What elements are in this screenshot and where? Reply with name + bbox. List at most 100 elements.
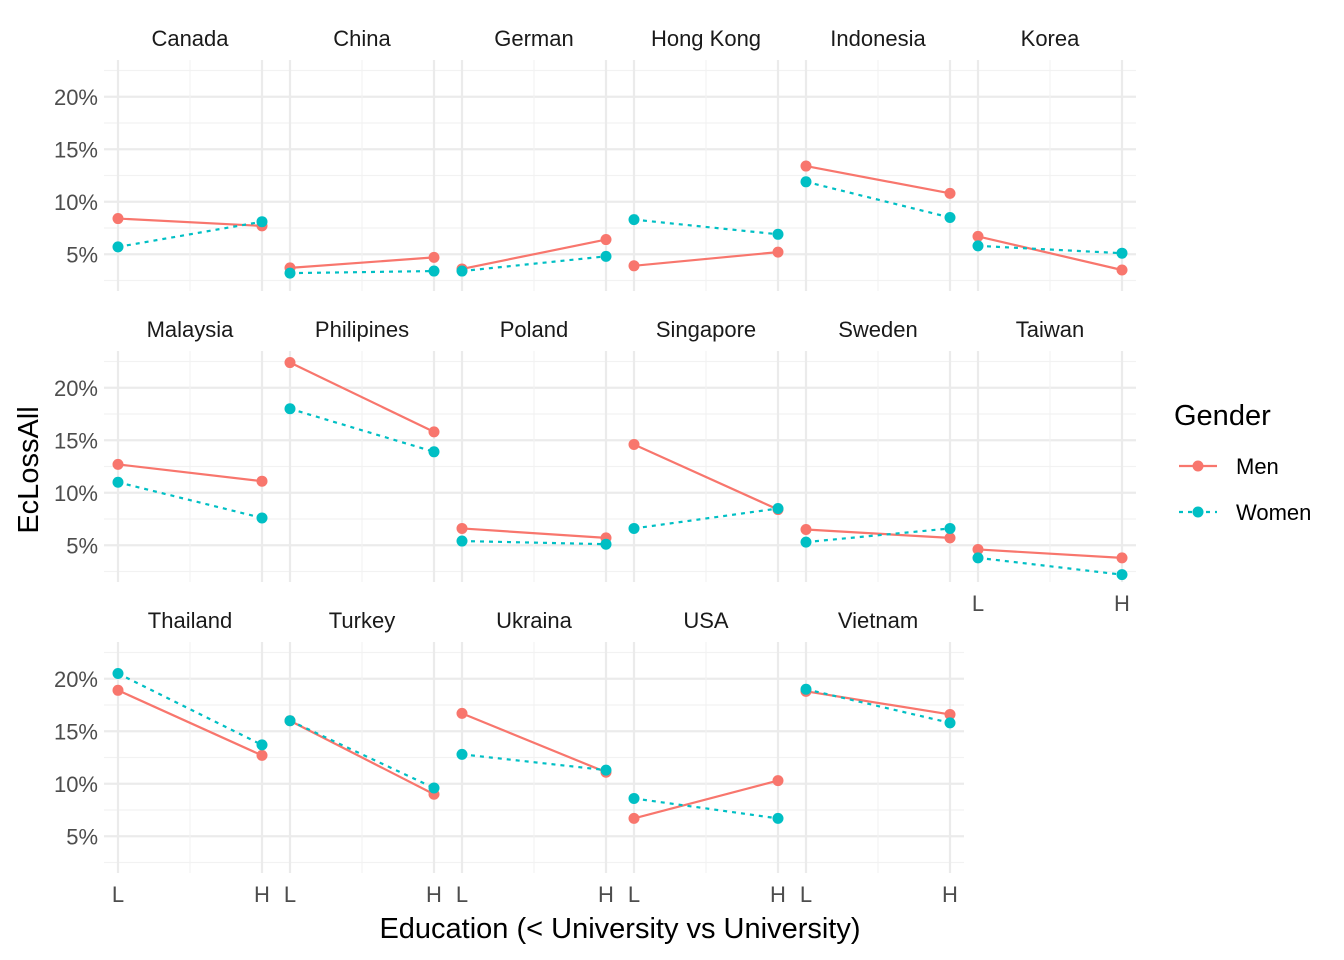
data-point-men: [1116, 552, 1128, 564]
facet-title: Malaysia: [147, 317, 235, 342]
series-line-men: [117, 689, 263, 757]
data-point-women: [772, 228, 784, 240]
legend: Gender Men Women: [1174, 400, 1311, 525]
facet-title: German: [494, 26, 573, 51]
x-tick-label: L: [456, 882, 468, 907]
series-line-men: [117, 463, 263, 483]
data-point-women: [772, 812, 784, 824]
data-point-men: [972, 230, 984, 242]
facet-ukraina: Ukraina: [448, 608, 620, 873]
series-line-women: [461, 753, 607, 772]
series-line-men: [289, 719, 435, 796]
legend-key-point: [1192, 506, 1204, 518]
facet-malaysia: Malaysia: [104, 317, 276, 582]
data-point-men: [428, 426, 440, 438]
data-point-women: [600, 250, 612, 262]
data-point-women: [628, 792, 640, 804]
data-point-men: [628, 812, 640, 824]
facet-german: German: [448, 26, 620, 291]
data-point-women: [428, 265, 440, 277]
y-tick-label: 15%: [54, 137, 98, 162]
data-point-men: [1116, 264, 1128, 276]
data-point-men: [944, 532, 956, 544]
legend-label: Women: [1236, 500, 1311, 525]
data-point-men: [284, 357, 296, 369]
x-tick-label: H: [942, 882, 958, 907]
data-point-men: [112, 684, 124, 696]
data-point-men: [256, 749, 268, 761]
data-point-women: [456, 748, 468, 760]
y-tick-label: 10%: [54, 190, 98, 215]
y-tick-label: 20%: [54, 376, 98, 401]
series-line-men: [289, 256, 435, 269]
facet-sweden: Sweden: [792, 317, 964, 582]
x-tick-label: L: [628, 882, 640, 907]
series-line-men: [117, 217, 263, 227]
data-point-men: [772, 246, 784, 258]
facet-title: Singapore: [656, 317, 756, 342]
x-tick-label: L: [972, 591, 984, 616]
data-point-men: [256, 475, 268, 487]
data-point-men: [456, 522, 468, 534]
series-line-women: [117, 220, 263, 248]
data-point-women: [284, 267, 296, 279]
series-line-women: [461, 539, 607, 546]
facet-title: Thailand: [148, 608, 232, 633]
data-point-men: [112, 213, 124, 225]
facet-singapore: Singapore: [620, 317, 792, 582]
series-line-men: [633, 779, 779, 820]
facet-title: Vietnam: [838, 608, 918, 633]
series-line-women: [633, 218, 779, 236]
x-tick-label: L: [800, 882, 812, 907]
data-point-women: [112, 668, 124, 679]
series-line-women: [461, 255, 607, 273]
data-point-women: [256, 216, 268, 228]
data-point-men: [800, 524, 812, 535]
facet-title: Sweden: [838, 317, 918, 342]
y-tick-label: 5%: [66, 533, 98, 558]
legend-item-women: Women: [1179, 500, 1311, 525]
facet-korea: Korea: [964, 26, 1136, 291]
data-point-women: [428, 782, 440, 794]
series-line-women: [633, 797, 779, 820]
data-point-men: [972, 543, 984, 555]
series-line-men: [805, 690, 951, 716]
series-line-women: [805, 688, 951, 724]
x-tick-label: L: [284, 882, 296, 907]
data-point-women: [944, 717, 956, 729]
y-tick-label: 5%: [66, 824, 98, 849]
data-point-women: [944, 212, 956, 223]
y-tick-label: 15%: [54, 719, 98, 744]
x-tick-label: H: [770, 882, 786, 907]
series-line-men: [289, 361, 435, 433]
facet-title: Hong Kong: [651, 26, 761, 51]
series-line-women: [633, 507, 779, 530]
series-line-women: [289, 269, 435, 275]
facet-canada: Canada: [104, 26, 276, 291]
facet-panels: Canada China German Hong Kong Indonesia Korea…: [104, 26, 1136, 873]
x-tick-label: H: [1114, 591, 1130, 616]
facet-poland: Poland: [448, 317, 620, 582]
data-point-men: [628, 260, 640, 272]
data-point-women: [112, 241, 124, 253]
y-axes: 5% 10% 15% 20% 5% 10% 15% 20% 5% 10% 15% 20%: [54, 85, 98, 850]
series-line-women: [805, 180, 951, 219]
data-point-women: [772, 503, 784, 514]
facet-title: China: [333, 26, 391, 51]
facet-title: Ukraina: [496, 608, 573, 633]
data-point-women: [800, 176, 812, 188]
x-tick-label: L: [112, 882, 124, 907]
y-tick-label: 5%: [66, 242, 98, 267]
data-point-men: [772, 775, 784, 787]
data-point-women: [800, 683, 812, 695]
series-line-men: [461, 712, 607, 774]
x-axis-title: Education (< University vs University): [379, 913, 860, 945]
data-point-women: [600, 764, 612, 776]
facet-title: Turkey: [329, 608, 395, 633]
x-tick-label: H: [598, 882, 614, 907]
facet-title: Canada: [151, 26, 229, 51]
series-line-men: [805, 528, 951, 539]
data-point-women: [1116, 247, 1128, 259]
data-point-women: [284, 403, 296, 415]
